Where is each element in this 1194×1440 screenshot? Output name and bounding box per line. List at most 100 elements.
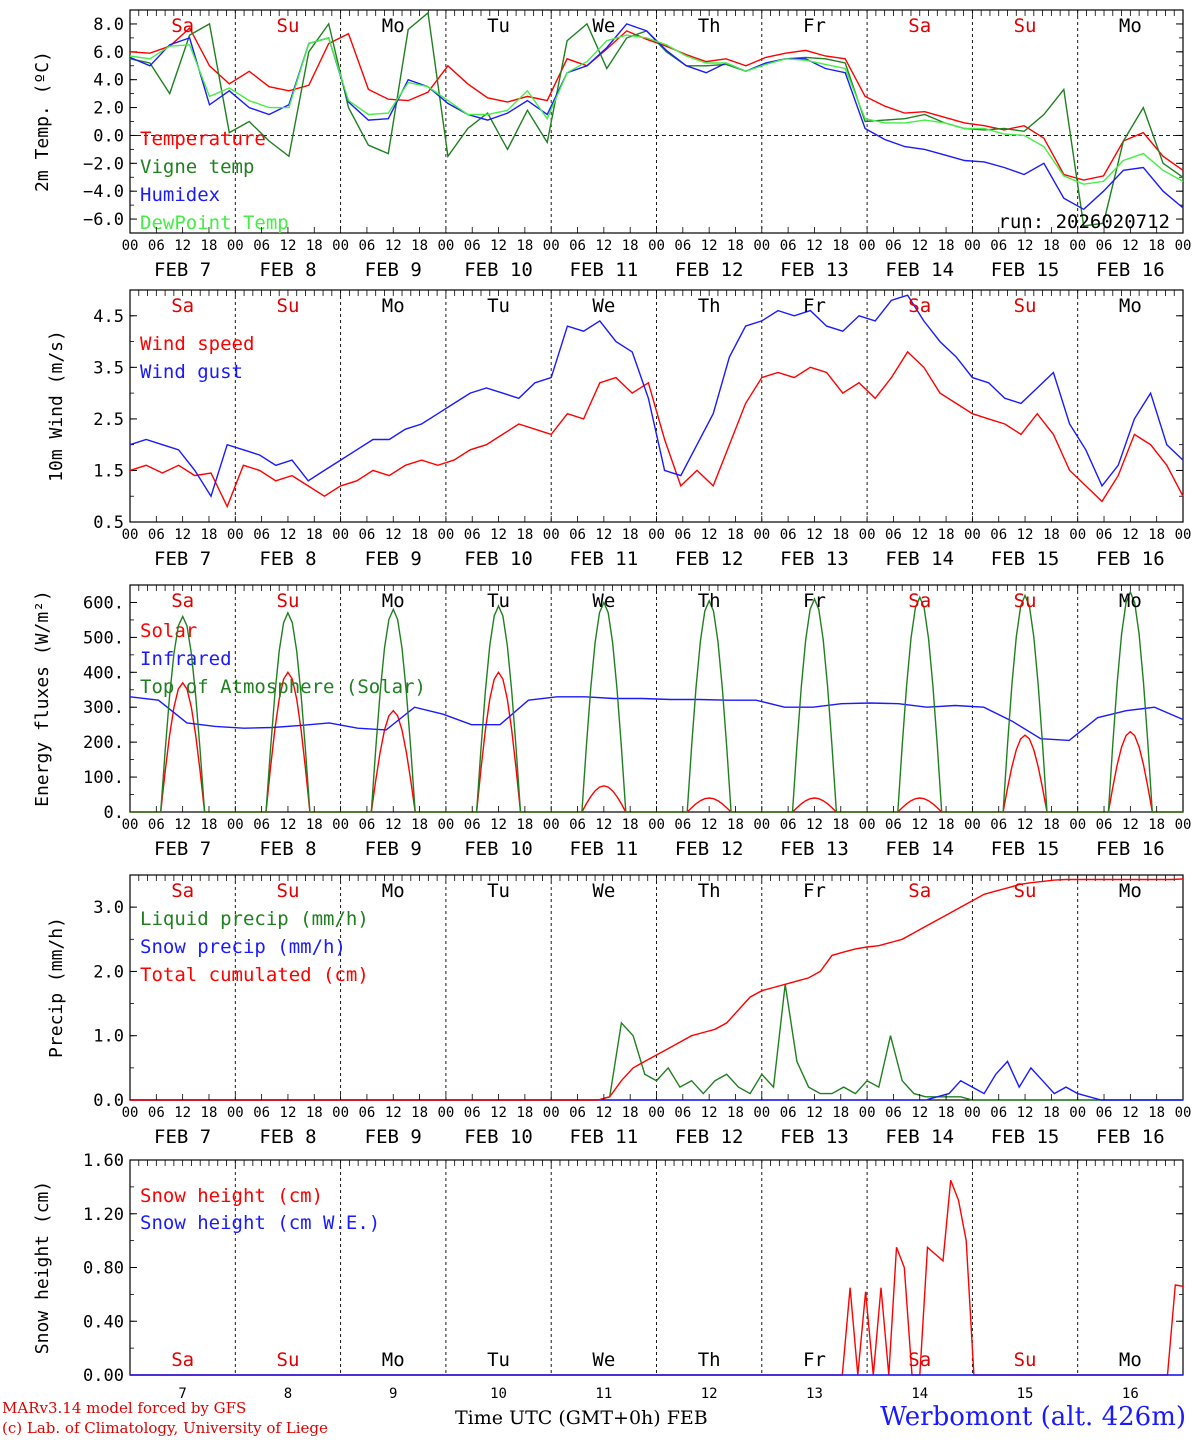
date-label: FEB 7 [154, 1126, 211, 1148]
legend-snow-precip-mm-h-: Snow precip (mm/h) [140, 936, 346, 958]
hour-tick-label: 12 [701, 527, 718, 543]
hour-tick-label: 12 [280, 238, 297, 254]
weekday-label: Tu [487, 880, 510, 902]
weekday-label: Th [698, 590, 721, 612]
station-name: Werbomont (alt. 426m) [880, 1402, 1186, 1432]
hour-tick-label: 06 [674, 527, 691, 543]
hour-tick-label: 06 [358, 817, 375, 833]
hour-tick-label: 00 [648, 1105, 665, 1121]
hour-tick-label: 06 [253, 817, 270, 833]
date-label: FEB 11 [570, 1126, 639, 1148]
hour-tick-label: 06 [253, 238, 270, 254]
hour-tick-label: 12 [595, 1105, 612, 1121]
weekday-label: Su [277, 1349, 300, 1371]
hour-tick-label: 18 [727, 238, 744, 254]
hour-tick-label: 12 [1122, 527, 1139, 543]
y-tick-label: −2.0 [83, 154, 124, 174]
y-tick-label: 1.60 [83, 1151, 124, 1171]
hour-tick-label: 06 [990, 527, 1007, 543]
y-tick-label: 1.5 [93, 461, 124, 481]
hour-tick-label: 00 [437, 817, 454, 833]
weekday-label: Sa [171, 590, 194, 612]
legend-infrared: Infrared [140, 648, 232, 670]
hour-tick-label: 06 [148, 238, 165, 254]
hour-tick-label: 00 [543, 817, 560, 833]
hour-tick-label: 18 [938, 527, 955, 543]
weekday-label: Tu [487, 590, 510, 612]
hour-tick-label: 12 [595, 238, 612, 254]
hour-tick-label: 06 [1096, 1105, 1113, 1121]
hour-tick-label: 18 [1148, 817, 1165, 833]
weekday-label: Mo [382, 295, 405, 317]
hour-tick-label: 00 [1069, 238, 1086, 254]
hour-tick-label: 00 [122, 527, 139, 543]
date-label: FEB 9 [365, 259, 422, 281]
day-number-label: 8 [284, 1386, 292, 1402]
date-label: FEB 7 [154, 838, 211, 860]
hour-tick-label: 12 [911, 1105, 928, 1121]
weekday-label: Su [277, 295, 300, 317]
weekday-label: Tu [487, 15, 510, 37]
hour-tick-label: 00 [543, 238, 560, 254]
y-tick-label: 3.0 [93, 898, 124, 918]
hour-tick-label: 06 [780, 238, 797, 254]
hour-tick-label: 00 [1175, 1105, 1192, 1121]
weekday-label: Fr [803, 295, 826, 317]
hour-tick-label: 00 [753, 238, 770, 254]
y-tick-label: 1.0 [93, 1027, 124, 1047]
hour-tick-label: 12 [595, 817, 612, 833]
hour-tick-label: 12 [911, 238, 928, 254]
weekday-label: Mo [1119, 295, 1142, 317]
weekday-label: Sa [908, 880, 931, 902]
hour-tick-label: 18 [1043, 527, 1060, 543]
hour-tick-label: 00 [122, 238, 139, 254]
weekday-label: Tu [487, 1349, 510, 1371]
date-label: FEB 10 [464, 259, 533, 281]
weekday-label: Th [698, 880, 721, 902]
date-label: FEB 12 [675, 548, 744, 570]
hour-tick-label: 18 [938, 817, 955, 833]
hour-tick-label: 00 [227, 527, 244, 543]
hour-tick-label: 06 [148, 527, 165, 543]
hour-tick-label: 00 [859, 238, 876, 254]
hour-tick-label: 18 [411, 817, 428, 833]
hour-tick-label: 00 [543, 1105, 560, 1121]
hour-tick-label: 00 [1175, 527, 1192, 543]
hour-tick-label: 00 [332, 1105, 349, 1121]
y-tick-label: 0. [104, 803, 124, 823]
hour-tick-label: 00 [964, 527, 981, 543]
hour-tick-label: 18 [938, 238, 955, 254]
weekday-label: Fr [803, 1349, 826, 1371]
panel-temp: 8.0 6.0 4.0 2.0 0.0 −2.0 −4.0 −6.0 2m Temp. (ºC)… [32, 9, 1192, 281]
weekday-label: Mo [1119, 1349, 1142, 1371]
date-label: FEB 8 [259, 259, 316, 281]
legend-total-cumulated-cm-: Total cumulated (cm) [140, 964, 369, 986]
date-label: FEB 12 [675, 1126, 744, 1148]
y-tick-label: 600. [83, 593, 124, 613]
series-line-wind-speed [129, 350, 1184, 509]
weekday-label: Su [1014, 295, 1037, 317]
weekday-label: Su [1014, 15, 1037, 37]
hour-tick-label: 06 [464, 527, 481, 543]
hour-tick-label: 06 [885, 817, 902, 833]
y-tick-label: 6.0 [93, 43, 124, 63]
hour-tick-label: 00 [1175, 238, 1192, 254]
weekday-label: Su [277, 15, 300, 37]
hour-tick-label: 00 [332, 238, 349, 254]
weekday-label: Su [1014, 1349, 1037, 1371]
weekday-label: Sa [171, 295, 194, 317]
date-label: FEB 9 [365, 838, 422, 860]
weekday-label: Mo [382, 590, 405, 612]
hour-tick-label: 12 [1017, 238, 1034, 254]
day-number-label: 12 [701, 1386, 718, 1402]
series-line-total-cumulated-cm- [130, 878, 1184, 1101]
hour-tick-label: 06 [990, 817, 1007, 833]
hour-tick-label: 06 [1096, 527, 1113, 543]
hour-tick-label: 18 [411, 1105, 428, 1121]
y-tick-label: 200. [83, 733, 124, 753]
hour-tick-label: 06 [990, 1105, 1007, 1121]
y-tick-label: 0.0 [93, 1091, 124, 1111]
hour-tick-label: 00 [227, 238, 244, 254]
day-number-label: 15 [1017, 1386, 1034, 1402]
hour-tick-label: 18 [832, 1105, 849, 1121]
